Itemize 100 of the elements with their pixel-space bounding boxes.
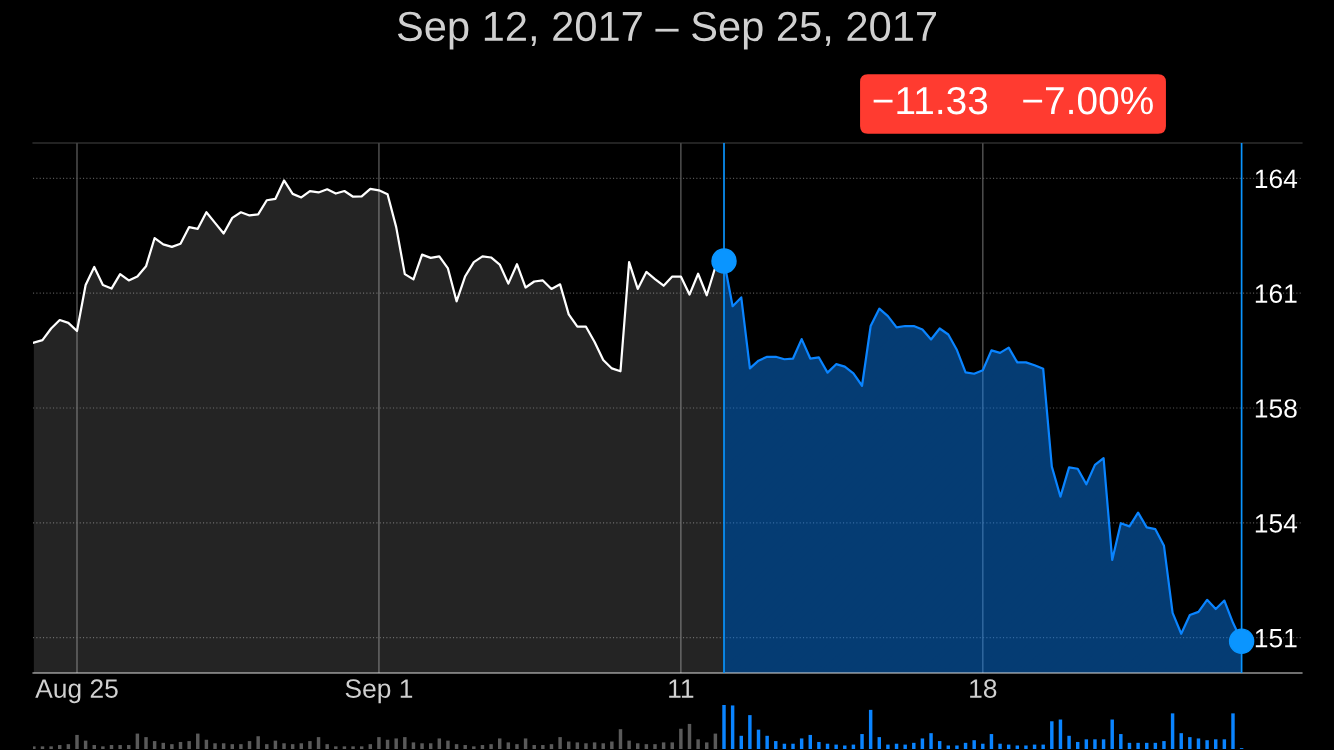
bar [351,746,355,749]
bar [428,743,433,749]
y-tick-label: 158 [1255,399,1297,418]
x-tick-label: 11 [669,679,694,698]
bar [972,740,976,749]
bar [765,735,769,749]
bar [325,744,329,749]
bar [1162,741,1166,749]
bar [420,743,424,749]
bar [1024,745,1028,749]
bar [1041,744,1045,749]
bar [601,743,605,749]
bar [49,746,53,749]
bar [187,741,191,749]
x-tick-label: 18 [970,679,997,698]
y-tick-label: 151 [1255,629,1297,648]
bar [1101,739,1106,749]
bar [903,744,907,749]
bar [981,743,985,749]
bar [929,733,933,749]
bar [679,728,683,749]
bar [799,738,804,749]
bar [437,738,442,749]
bar [610,741,614,749]
bar [170,744,174,749]
bar [1179,733,1183,749]
bar [998,743,1002,749]
bar [1110,719,1114,749]
y-tick-label: 164 [1255,169,1298,189]
bar [221,743,226,749]
bar [670,742,674,749]
bar [1188,737,1192,749]
bar [541,745,545,749]
bar [265,744,269,749]
bar [472,746,476,749]
bar [584,743,588,749]
bar [946,745,951,749]
y-tick-label: 154 [1255,514,1298,533]
bar [920,738,925,749]
bar [592,742,597,749]
bar [661,742,666,749]
bar [411,742,416,749]
bar [791,743,795,749]
bar [955,745,959,749]
bar [446,740,450,749]
bar [834,744,838,749]
bar [532,745,536,749]
bar [506,742,511,749]
bar [1196,738,1201,749]
bar [118,745,122,749]
bar [1050,721,1054,749]
bar [299,743,304,749]
bar [497,738,502,749]
bar [1015,745,1020,749]
bar [1222,739,1227,749]
bar [575,742,580,749]
bar [144,737,148,749]
bar [696,739,700,749]
bar [75,734,79,749]
bar [912,742,916,749]
bar [817,741,821,749]
bar [359,746,364,749]
bar [101,746,105,749]
bar [40,746,45,749]
bar [1136,742,1140,749]
bar [843,745,847,749]
bar [1231,713,1235,749]
bar [282,743,286,749]
bar [33,746,36,749]
bar [308,741,312,749]
chart-title: Sep 12, 2017 – Sep 25, 2017 [397,11,936,50]
bar [1067,735,1071,749]
bar [523,738,528,749]
bar [1093,739,1097,749]
bar [1084,739,1089,749]
bar [213,743,217,749]
bar [722,705,726,749]
bar [653,744,657,749]
bar [342,746,347,749]
bar [377,737,381,749]
bar [558,737,562,749]
bar [463,745,467,749]
bar [239,744,243,749]
bar [489,744,493,749]
bar [1119,734,1123,749]
text: −11.33 −7.00% [873,86,1153,115]
bar [1205,740,1209,749]
x-tick-label: Sep 1 [345,679,413,704]
y-tick-label: 161 [1255,284,1297,303]
bar [256,736,260,749]
bar [403,737,407,749]
bar [1214,739,1218,749]
bar [748,715,752,749]
bar [394,738,398,749]
bar [515,744,519,749]
bar [860,734,864,749]
bar [636,743,640,749]
bar [705,742,709,749]
x-tick-label: Aug 25 [35,679,118,704]
bar [627,740,631,749]
